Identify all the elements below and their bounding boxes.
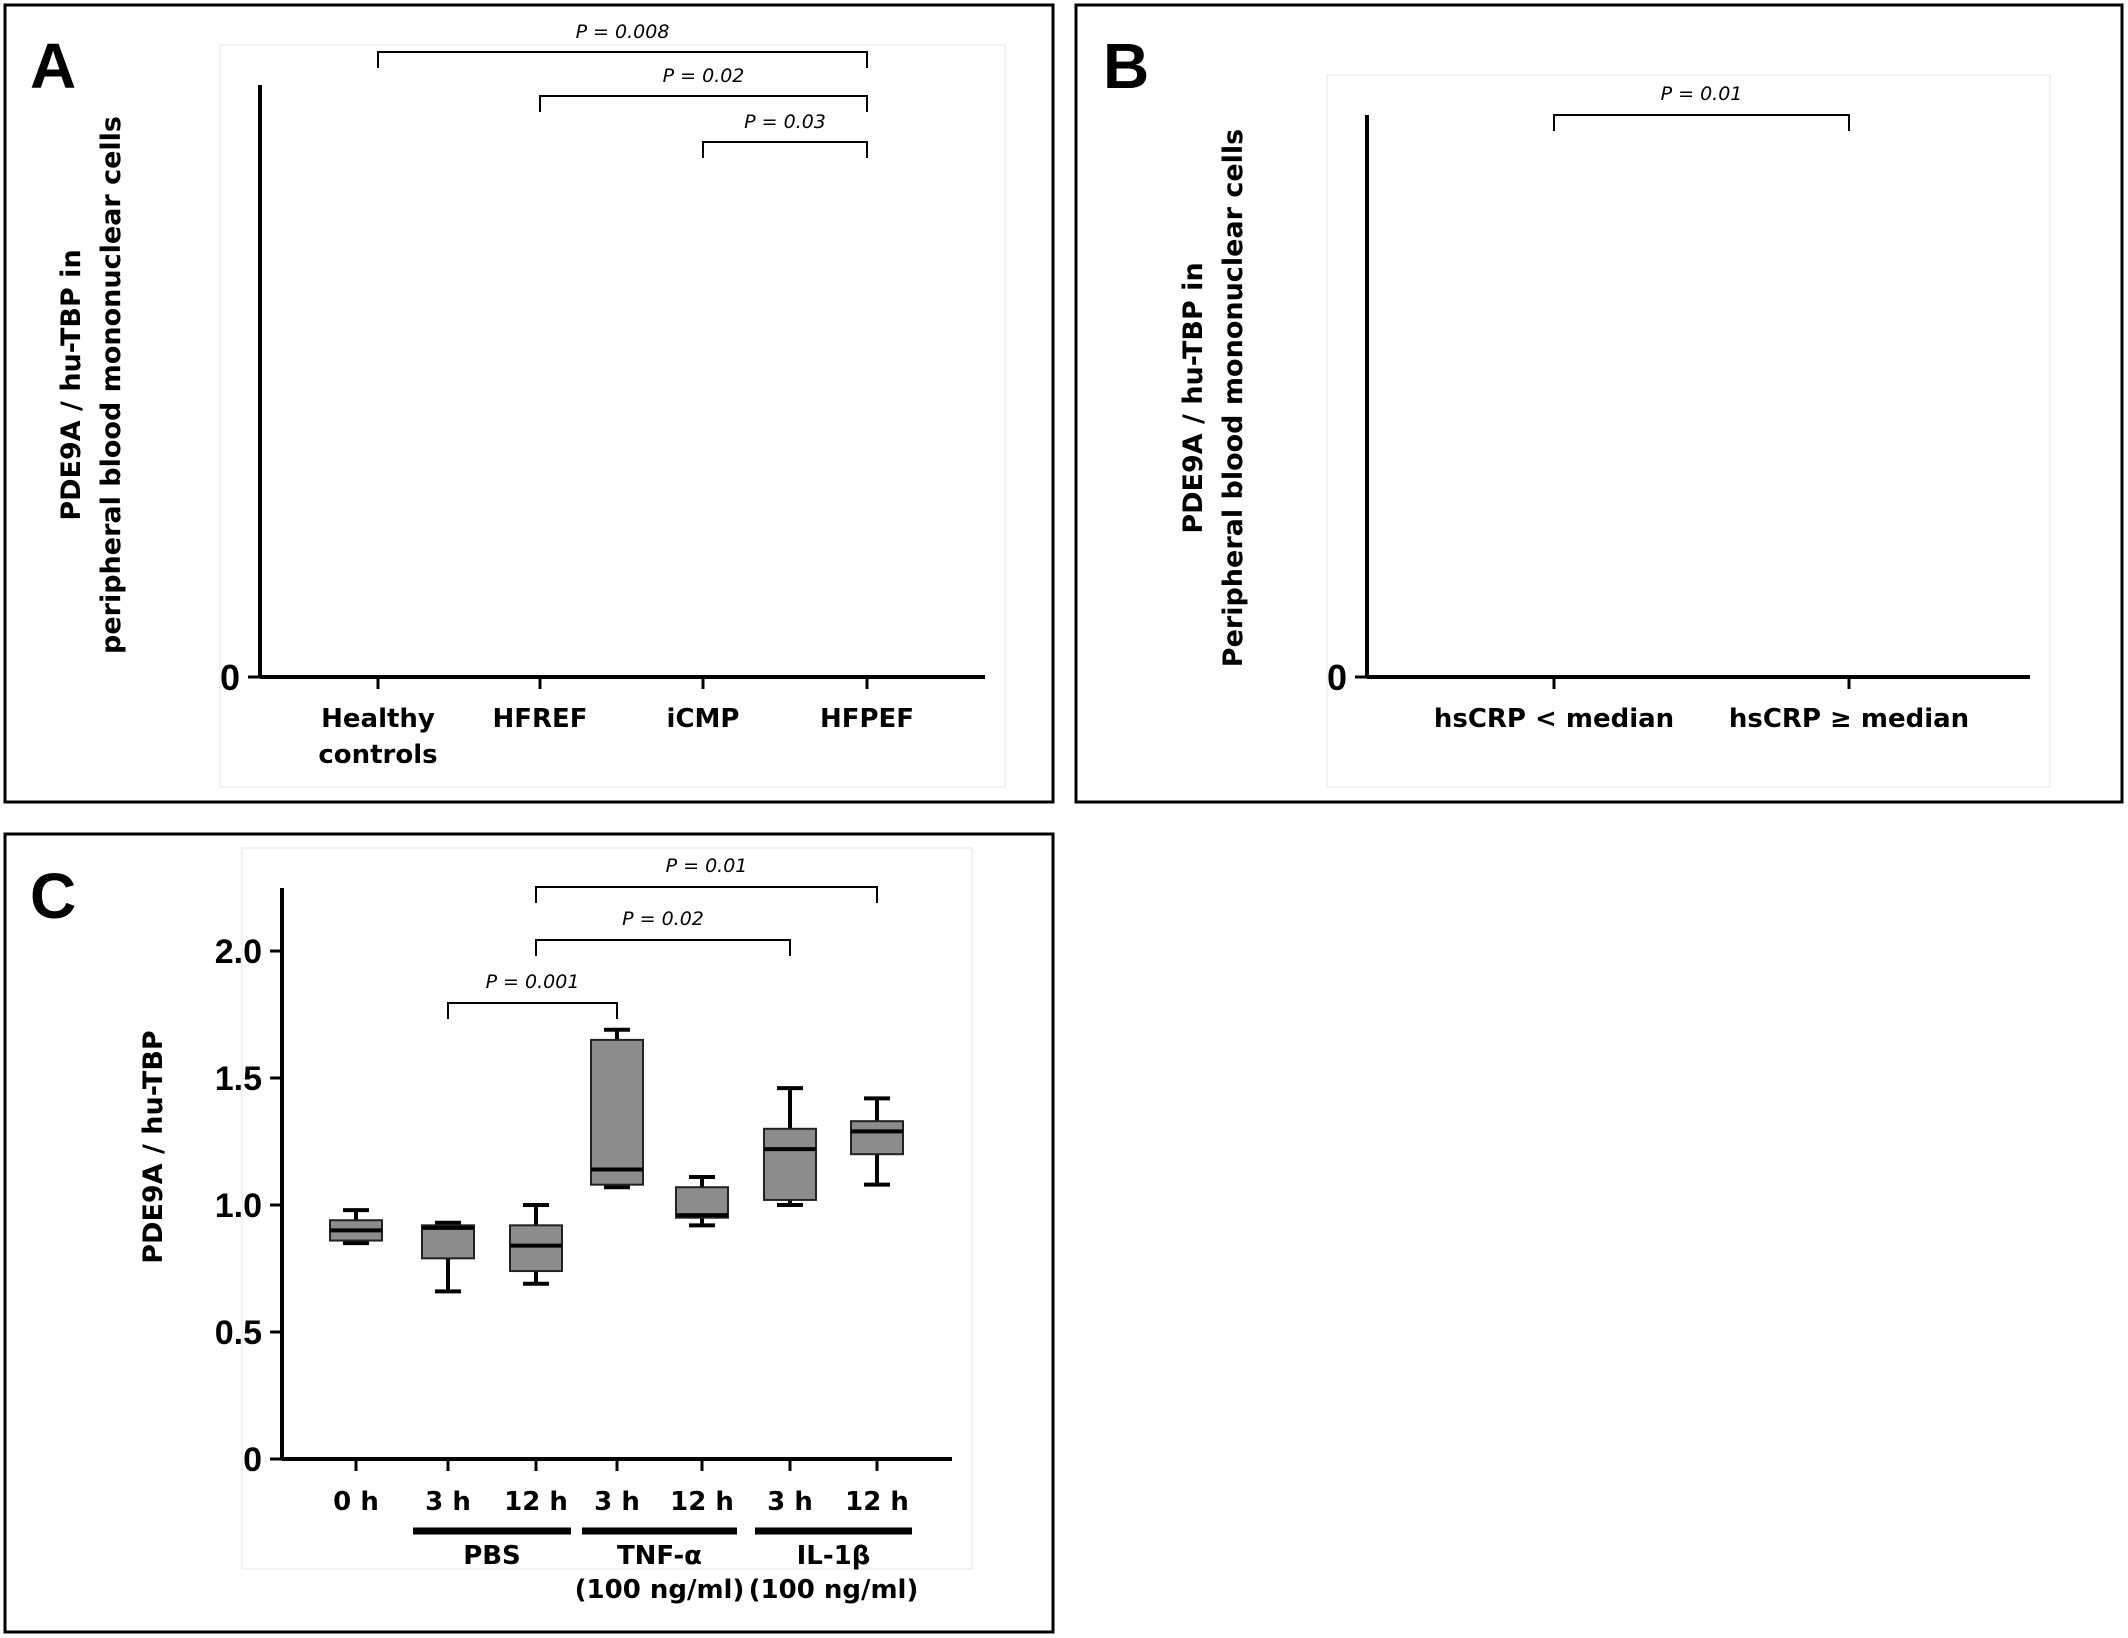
x-category-label: 12 h: [845, 1487, 909, 1517]
x-category-label: 12 h: [670, 1487, 734, 1517]
box-iqr: [509, 1224, 563, 1273]
group-label: (100 ng/ml): [749, 1575, 919, 1605]
y-tick-label: 0: [1327, 657, 1347, 698]
significance-bracket: [447, 1002, 618, 1019]
group-label: TNF-α: [617, 1541, 702, 1571]
x-category-label: HFPEF: [820, 704, 914, 734]
y-axis-label: PDE9A / hu-TBP: [138, 1030, 169, 1263]
x-category-label: Healthy: [321, 704, 435, 734]
p-value-label: P = 0.001: [486, 971, 580, 993]
significance-bracket: [535, 886, 878, 903]
panel-frame: [1074, 3, 2124, 804]
p-value-label: P = 0.01: [1661, 83, 1743, 105]
box-iqr: [590, 1038, 644, 1186]
x-category-label: 3 h: [767, 1487, 813, 1517]
y-tick-label: 0.5: [215, 1314, 262, 1352]
x-category-label: 12 h: [504, 1487, 568, 1517]
y-tick-label: 1.0: [215, 1187, 262, 1225]
group-label: IL-1β: [797, 1541, 871, 1571]
x-category-label: 0 h: [333, 1487, 379, 1517]
p-value-label: P = 0.01: [666, 855, 748, 877]
panel-frame: [3, 3, 1055, 804]
x-category-label: 3 h: [594, 1487, 640, 1517]
plot-area-outline: [219, 44, 1006, 788]
box-iqr: [675, 1186, 729, 1219]
x-category-label: controls: [318, 740, 437, 770]
y-axis-label: Peripheral blood mononuclear cells: [1218, 129, 1249, 667]
box-iqr: [763, 1127, 817, 1201]
panel-b: B0100200300400500PDE9A / hu-TBP inPeriph…: [1074, 3, 2124, 804]
x-category-label: iCMP: [667, 704, 740, 734]
plot-area-outline: [1326, 74, 2051, 788]
p-value-label: P = 0.008: [576, 21, 670, 43]
panel-a: A0100200300400500PDE9A / hu-TBP inperiph…: [3, 3, 1055, 804]
y-tick-label: 2.0: [215, 933, 262, 971]
significance-bracket: [1553, 114, 1850, 131]
x-category-label: hsCRP ≥ median: [1729, 704, 1969, 734]
group-label: (100 ng/ml): [575, 1575, 745, 1605]
panel-c: C 0 0.5 1.0 1.5 2.0 PDE9A / hu-TBP 0 h 3 h 12 h 3 …: [3, 832, 1055, 1634]
significance-bracket: [702, 141, 868, 158]
x-category-label: HFREF: [492, 704, 587, 734]
y-axis-label: PDE9A / hu-TBP in: [56, 249, 87, 520]
p-value-label: P = 0.02: [622, 908, 704, 930]
panel-letter: C: [30, 860, 76, 932]
x-category-label: hsCRP < median: [1434, 704, 1674, 734]
y-tick-label: 0: [243, 1441, 262, 1479]
plot-area-outline: [241, 847, 973, 1570]
y-axis-label: PDE9A / hu-TBP in: [1178, 262, 1209, 533]
p-value-label: P = 0.02: [663, 65, 745, 87]
significance-bracket: [535, 939, 791, 956]
panel-letter: B: [1103, 30, 1149, 102]
y-tick-label: 0: [220, 657, 240, 698]
group-label: PBS: [463, 1541, 521, 1571]
y-tick-label: 1.5: [215, 1060, 262, 1098]
significance-bracket: [539, 95, 868, 112]
significance-bracket: [377, 51, 868, 68]
box-iqr: [850, 1120, 904, 1156]
x-category-label: 3 h: [425, 1487, 471, 1517]
box-iqr: [421, 1224, 475, 1260]
y-axis-label: peripheral blood mononuclear cells: [96, 116, 127, 654]
p-value-label: P = 0.03: [744, 111, 826, 133]
panel-letter: A: [30, 30, 76, 102]
